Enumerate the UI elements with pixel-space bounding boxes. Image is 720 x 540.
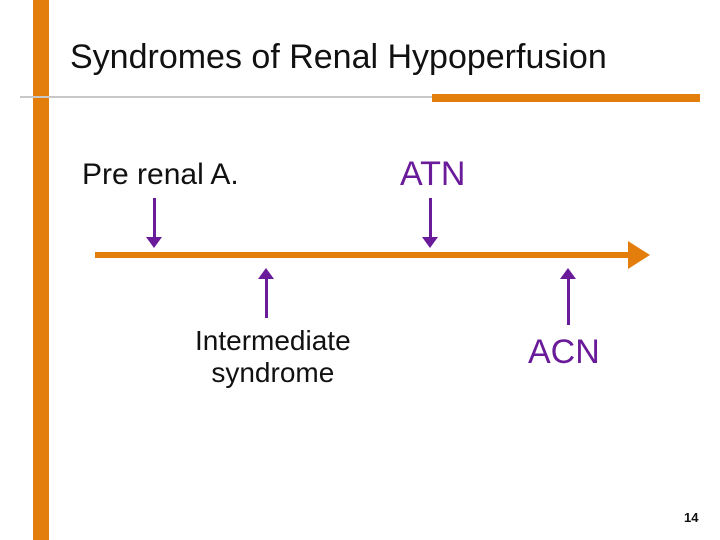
pre-renal-down-arrow <box>153 198 156 237</box>
atn-down-arrow <box>429 198 432 237</box>
left-accent-bar <box>33 0 49 540</box>
label-intermediate: Intermediate syndrome <box>195 325 351 389</box>
intermediate-up-arrow <box>265 276 268 318</box>
label-acn: ACN <box>528 333 600 372</box>
main-axis-arrowhead <box>628 241 650 269</box>
label-pre-renal: Pre renal A. <box>82 158 239 192</box>
label-atn: ATN <box>400 155 465 194</box>
pre-renal-down-arrowhead <box>146 237 162 248</box>
title-underline-accent <box>432 94 700 102</box>
atn-down-arrowhead <box>422 237 438 248</box>
page-number: 14 <box>684 510 698 525</box>
main-axis-arrow <box>95 252 628 258</box>
acn-up-arrow <box>567 276 570 325</box>
slide-title: Syndromes of Renal Hypoperfusion <box>70 38 607 77</box>
intermediate-up-arrowhead <box>258 268 274 279</box>
acn-up-arrowhead <box>560 268 576 279</box>
